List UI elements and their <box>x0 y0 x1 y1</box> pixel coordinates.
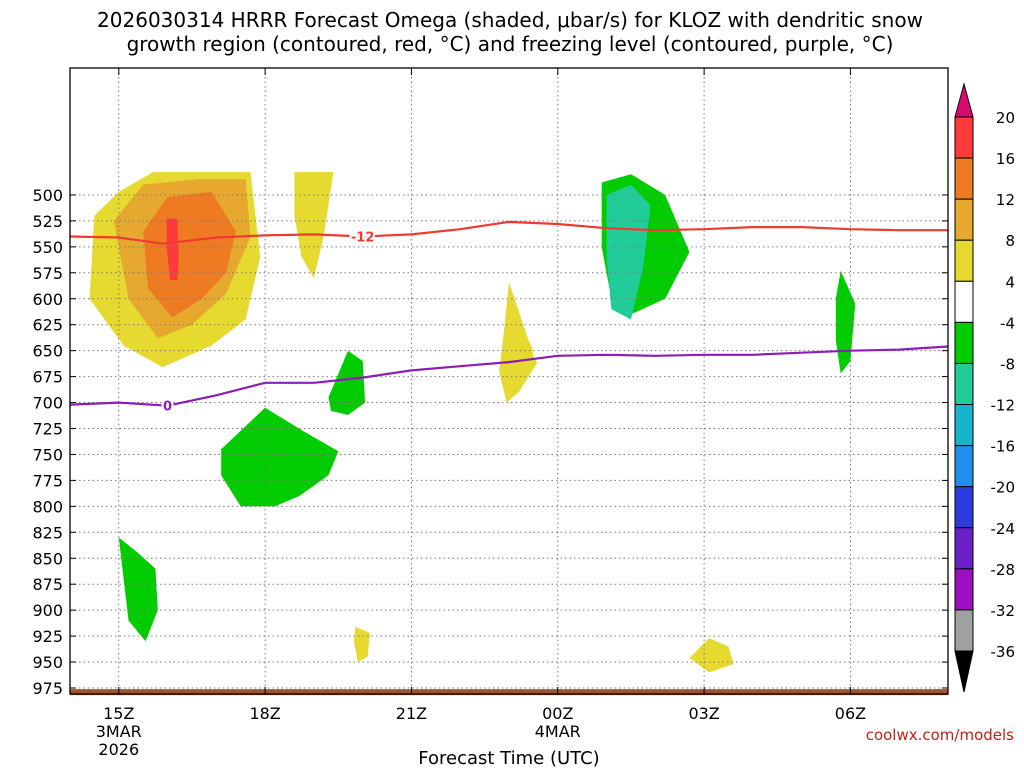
colorbar-label-10: -24 <box>991 520 1016 538</box>
y-tick-label-650: 650 <box>32 342 63 361</box>
x-tick-label-06Z: 06Z <box>835 704 866 723</box>
colorbar-label-0: 20 <box>996 109 1015 127</box>
colorbar-segment-10 <box>954 527 974 570</box>
omega-region-6 <box>353 626 370 662</box>
y-tick-label-850: 850 <box>32 549 63 568</box>
x-tick-label-15Z: 15Z <box>103 704 134 723</box>
y-tick-label-925: 925 <box>32 627 63 646</box>
y-tick-label-500: 500 <box>32 186 63 205</box>
contour-line-1 <box>69 345 949 407</box>
y-tick-label-975: 975 <box>32 679 63 698</box>
x-tick-year-15Z: 2026 <box>98 740 139 759</box>
y-tick-label-550: 550 <box>32 238 63 257</box>
y-tick-label-750: 750 <box>32 445 63 464</box>
omega-region-15 <box>328 350 366 415</box>
colorbar-segment-7 <box>954 404 974 447</box>
colorbar-segment-0 <box>954 116 974 159</box>
colorbar-label-12: -32 <box>991 602 1016 620</box>
colorbar-label-5: -4 <box>1000 314 1015 332</box>
x-tick-label-18Z: 18Z <box>249 704 280 723</box>
x-tick-label-21Z: 21Z <box>396 704 427 723</box>
y-tick-label-825: 825 <box>32 523 63 542</box>
colorbar-label-8: -16 <box>991 438 1016 456</box>
omega-region-3 <box>166 218 179 281</box>
y-tick-label-800: 800 <box>32 497 63 516</box>
credit-text: coolwx.com/models <box>866 726 1014 744</box>
colorbar-segment-12 <box>954 609 974 652</box>
y-tick-label-625: 625 <box>32 316 63 335</box>
contour-lines: -12 0 <box>69 220 949 417</box>
colorbar-label-6: -8 <box>1000 355 1015 373</box>
plot-frame <box>69 67 949 695</box>
colorbar-segment-11 <box>954 568 974 611</box>
omega-region-5 <box>499 282 539 403</box>
chart-title: 2026030314 HRRR Forecast Omega (shaded, … <box>97 8 923 56</box>
terrain-band <box>70 689 948 696</box>
omega-region-18 <box>606 184 651 320</box>
y-tick-label-950: 950 <box>32 653 63 672</box>
colorbar-segment-9 <box>954 486 974 529</box>
title-line-2: growth region (contoured, red, °C) and f… <box>127 32 894 56</box>
title-line-1: 2026030314 HRRR Forecast Omega (shaded, … <box>97 8 923 32</box>
colorbar-segment-4 <box>954 280 974 323</box>
omega-region-7 <box>689 638 734 673</box>
omega-region-9 <box>518 172 797 439</box>
colorbar-segment-2 <box>954 198 974 241</box>
omega-region-14 <box>221 407 339 507</box>
colorbar-bottom-arrow <box>954 650 974 693</box>
x-axis-label: Forecast Time (UTC) <box>418 748 599 768</box>
y-tick-label-725: 725 <box>32 420 63 439</box>
omega-region-13 <box>118 537 158 642</box>
y-tick-label-775: 775 <box>32 471 63 490</box>
colorbar-segment-3 <box>954 239 974 282</box>
contour-label-1: 0 <box>163 400 172 415</box>
contour-line-0 <box>69 220 948 245</box>
colorbar-label-9: -20 <box>991 479 1016 497</box>
colorbar-label-13: -36 <box>991 643 1016 661</box>
y-tick-label-575: 575 <box>32 264 63 283</box>
omega-region-12 <box>438 602 463 640</box>
colorbar-label-3: 8 <box>1005 232 1015 250</box>
y-tick-label-600: 600 <box>32 290 63 309</box>
colorbar-segment-8 <box>954 445 974 488</box>
colorbar-segment-6 <box>954 362 974 406</box>
colorbar-label-1: 16 <box>996 150 1015 168</box>
colorbar-segment-5 <box>954 321 974 364</box>
colorbar-segment-1 <box>954 157 974 200</box>
y-tick-label-700: 700 <box>32 394 63 413</box>
y-tick-label-900: 900 <box>32 601 63 620</box>
colorbar-label-4: 4 <box>1005 273 1015 291</box>
y-tick-label-875: 875 <box>32 575 63 594</box>
colorbar-label-11: -28 <box>991 561 1016 579</box>
terrain-band-group <box>70 689 948 696</box>
x-tick-label-03Z: 03Z <box>688 704 719 723</box>
gridlines <box>70 68 948 694</box>
omega-region-4 <box>294 172 334 278</box>
omega-shaded-regions <box>89 172 948 673</box>
colorbar: 20 16 12 8 4 -4 -8 -12 -16 -20 -24 -28 -32 -36 <box>954 82 1016 693</box>
x-tick-sublabel-00Z: 4MAR <box>535 722 581 741</box>
omega-region-10 <box>806 193 948 642</box>
y-tick-label-525: 525 <box>32 212 63 231</box>
pressure-axis: 500 525 550 575 600 625 650 675 700 725 750 775 800 8… <box>32 186 948 698</box>
colorbar-label-7: -12 <box>991 397 1016 415</box>
omega-region-11 <box>406 172 429 216</box>
y-tick-label-675: 675 <box>32 368 63 387</box>
colorbar-label-2: 12 <box>996 191 1015 209</box>
x-tick-label-00Z: 00Z <box>542 704 573 723</box>
colorbar-top-arrow <box>954 82 974 118</box>
omega-region-2 <box>143 191 236 318</box>
x-tick-sublabel-15Z: 3MAR <box>96 722 142 741</box>
contour-label-0: -12 <box>351 230 375 245</box>
